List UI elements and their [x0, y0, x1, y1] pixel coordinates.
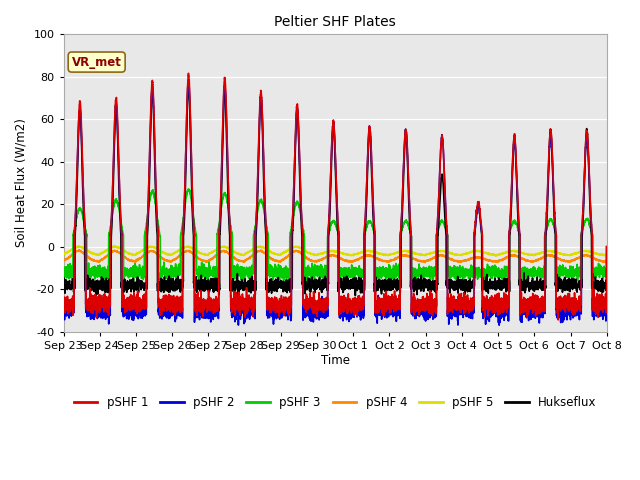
pSHF 1 [427, 300, 435, 305]
Y-axis label: Soil Heat Flux (W/m2): Soil Heat Flux (W/m2) [15, 119, 28, 248]
pSHF 5 [315, 251, 323, 257]
Line: Hukseflux: Hukseflux [63, 82, 607, 296]
Legend: pSHF 1, pSHF 2, pSHF 3, pSHF 4, pSHF 5, Hukseflux: pSHF 1, pSHF 2, pSHF 3, pSHF 4, pSHF 5, … [69, 391, 602, 414]
pSHF 1 [60, 299, 67, 305]
pSHF 1 [457, 297, 465, 303]
pSHF 3 [60, 267, 67, 273]
pSHF 3 [390, 280, 397, 286]
pSHF 1 [603, 244, 611, 250]
pSHF 2 [60, 307, 67, 312]
pSHF 5 [427, 250, 435, 256]
pSHF 4 [421, 260, 429, 265]
pSHF 2 [427, 309, 435, 314]
Line: pSHF 3: pSHF 3 [63, 189, 607, 283]
pSHF 2 [457, 311, 465, 317]
pSHF 4 [427, 256, 435, 262]
Hukseflux [603, 244, 611, 250]
pSHF 3 [157, 271, 165, 277]
pSHF 3 [315, 272, 323, 278]
pSHF 3 [427, 270, 435, 276]
pSHF 4 [157, 254, 165, 260]
Hukseflux [157, 289, 165, 295]
pSHF 5 [602, 252, 610, 258]
Line: pSHF 5: pSHF 5 [63, 246, 607, 256]
pSHF 2 [157, 301, 165, 307]
pSHF 2 [315, 312, 323, 317]
pSHF 2 [488, 302, 495, 308]
pSHF 1 [554, 317, 562, 323]
Title: Peltier SHF Plates: Peltier SHF Plates [275, 15, 396, 29]
pSHF 1 [184, 71, 192, 76]
Line: pSHF 4: pSHF 4 [63, 247, 607, 263]
Hukseflux [315, 280, 323, 286]
Hukseflux [351, 293, 359, 299]
X-axis label: Time: Time [321, 354, 349, 367]
pSHF 1 [602, 301, 610, 307]
pSHF 5 [76, 243, 83, 249]
pSHF 4 [603, 244, 611, 250]
pSHF 2 [185, 77, 193, 83]
pSHF 5 [157, 249, 165, 255]
pSHF 5 [60, 252, 67, 257]
pSHF 1 [488, 293, 495, 299]
pSHF 4 [602, 259, 610, 264]
pSHF 2 [495, 322, 503, 328]
pSHF 3 [602, 267, 610, 273]
Line: pSHF 1: pSHF 1 [63, 73, 607, 320]
pSHF 3 [488, 264, 495, 270]
pSHF 5 [603, 244, 611, 250]
pSHF 1 [157, 299, 165, 305]
pSHF 5 [492, 253, 499, 259]
pSHF 2 [603, 244, 611, 250]
Hukseflux [488, 285, 495, 290]
Hukseflux [602, 280, 610, 286]
pSHF 4 [457, 259, 465, 264]
pSHF 3 [603, 244, 611, 250]
Text: VR_met: VR_met [72, 56, 122, 69]
pSHF 4 [315, 258, 323, 264]
pSHF 3 [184, 186, 192, 192]
Hukseflux [427, 289, 435, 295]
pSHF 4 [60, 258, 67, 264]
pSHF 4 [488, 259, 495, 264]
Line: pSHF 2: pSHF 2 [63, 80, 607, 325]
pSHF 5 [457, 252, 465, 258]
pSHF 3 [457, 267, 465, 273]
Hukseflux [457, 282, 465, 288]
pSHF 1 [315, 298, 323, 303]
Hukseflux [60, 279, 67, 285]
Hukseflux [185, 79, 193, 85]
pSHF 5 [488, 252, 495, 257]
pSHF 2 [602, 307, 610, 312]
